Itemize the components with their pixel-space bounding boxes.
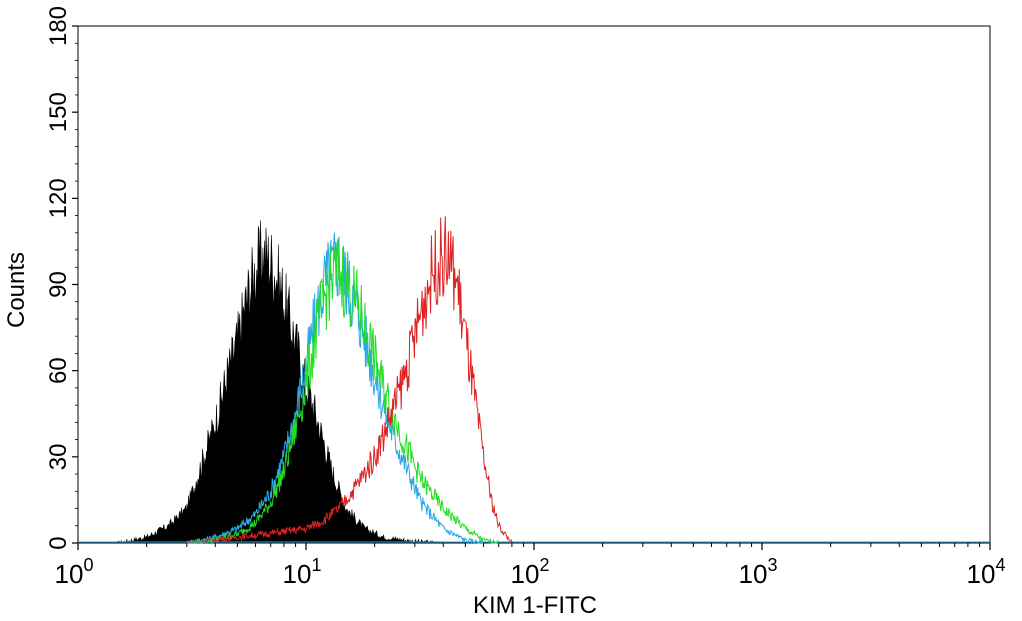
x-tick-label: 100 (55, 555, 94, 589)
y-tick-label: 180 (45, 6, 72, 46)
y-tick-label: 60 (45, 357, 72, 384)
series-black-filled-histogram (117, 220, 444, 544)
y-tick-label: 0 (45, 536, 72, 549)
y-tick-label: 90 (45, 271, 72, 298)
y-tick-label: 120 (45, 178, 72, 218)
y-tick-label: 30 (45, 443, 72, 470)
series-green-histogram (186, 236, 500, 545)
plot-area (77, 25, 991, 545)
y-axis-label: Counts (3, 252, 30, 328)
x-axis: 100 101 102 103 104 (55, 543, 1006, 589)
x-tick-label: 103 (739, 555, 778, 589)
y-tick-label: 150 (45, 92, 72, 132)
x-tick-label: 101 (283, 555, 322, 589)
x-tick-label: 104 (967, 555, 1006, 589)
x-tick-label: 102 (511, 555, 550, 589)
x-axis-label: KIM 1-FITC (473, 592, 597, 619)
y-axis: 0 30 60 90 120 150 180 (45, 6, 78, 550)
series-red-histogram (186, 216, 513, 545)
